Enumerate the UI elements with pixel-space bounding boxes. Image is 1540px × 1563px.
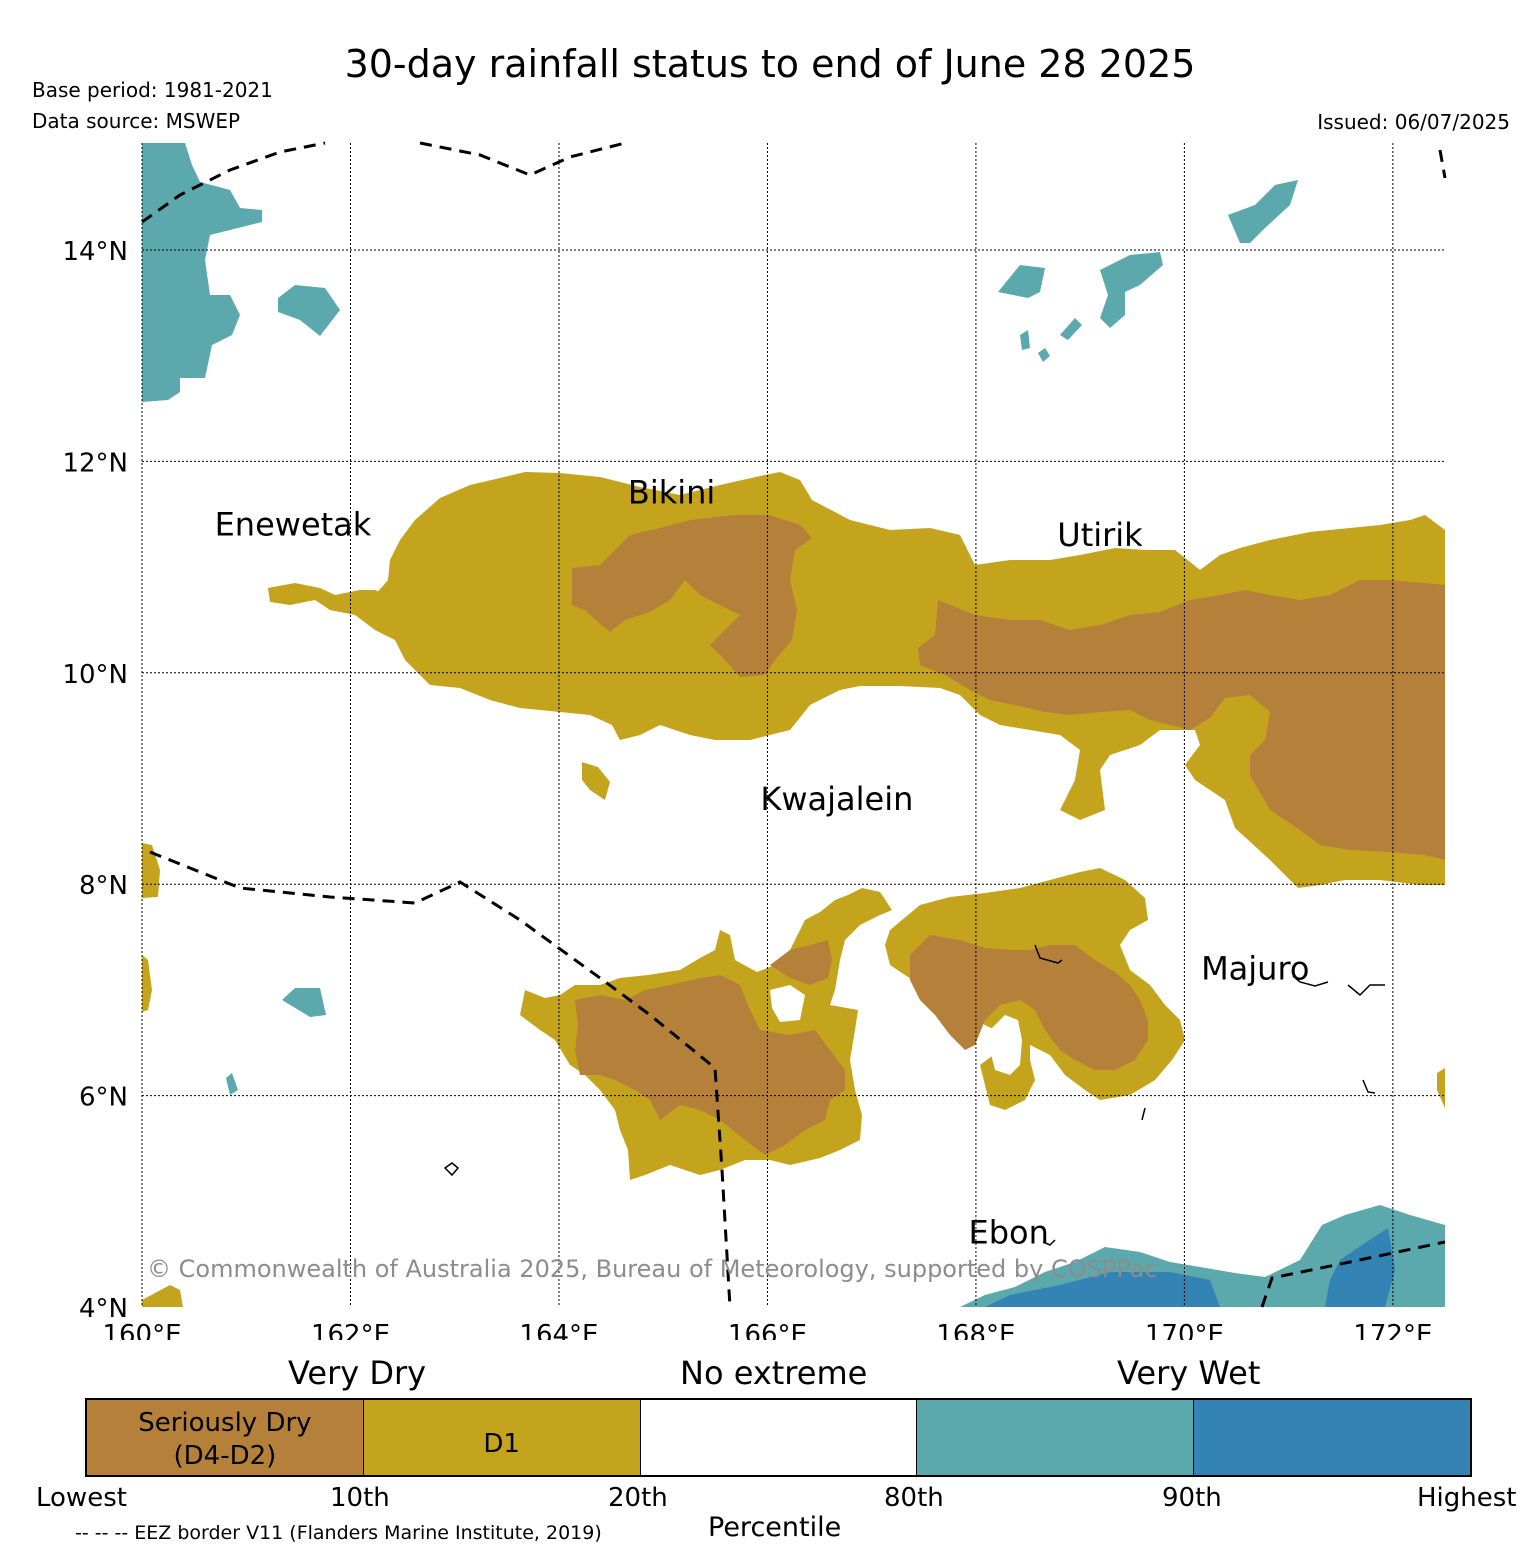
d1-patch (360, 590, 392, 617)
island-outlines (443, 944, 1385, 1246)
latitude-tick-label: 14°N (62, 237, 128, 267)
serious-dry-region-east (918, 580, 1445, 860)
d1-region-north (268, 472, 1445, 888)
wet-patch (998, 265, 1045, 298)
longitude-tick-label: 160°E (102, 1320, 181, 1340)
d1-patch (1437, 1068, 1445, 1108)
serious-dry-region-south-west (575, 975, 845, 1155)
legend-category-very-wet: Very Wet (1117, 1354, 1261, 1392)
map-title: 30-day rainfall status to end of June 28… (344, 42, 1196, 86)
legend-tick-90th: 90th (1162, 1483, 1222, 1513)
island-outline (1292, 975, 1329, 987)
latitude-tick-label: 12°N (62, 448, 128, 478)
legend-tick-lowest: Lowest (36, 1483, 127, 1513)
percentile-regions (142, 143, 1445, 1307)
place-label-enewetak: Enewetak (215, 505, 372, 543)
serious-dry-region-south-center (770, 940, 832, 985)
base-period-label: Base period: 1981-2021 (32, 78, 273, 102)
no-extreme-hole (990, 1015, 1022, 1075)
latitude-tick-label: 8°N (79, 871, 128, 901)
legend-segment-label: (D4-D2) (173, 1441, 277, 1471)
map-gridlines (141, 143, 1445, 1307)
latitude-tick-label: 6°N (79, 1083, 128, 1113)
serious-dry-region-north (572, 515, 812, 677)
d1-patch (582, 762, 610, 800)
island-outline (1362, 1079, 1376, 1094)
rainfall-map: 160°E 162°E 164°E 166°E 168°E 170°E 172°E 4°N 6… (62, 141, 1447, 1340)
legend-tick-10th: 10th (330, 1483, 390, 1513)
data-source-label: Data source: MSWEP (32, 109, 241, 133)
place-labels: Enewetak Bikini Utirik Kwajalein Majuro Ebon (215, 474, 1310, 1252)
longitude-tick-label: 170°E (1145, 1320, 1224, 1340)
latitude-tick-label: 4°N (79, 1294, 128, 1324)
longitude-tick-label: 164°E (519, 1320, 598, 1340)
wet-patch (1060, 318, 1082, 340)
wet-patch (1228, 180, 1298, 243)
serious-dry-region-south-east (910, 935, 1148, 1070)
legend-category-no-extreme: No extreme (680, 1354, 868, 1392)
legend-segment-no-extreme (639, 1400, 917, 1475)
island-outline (1042, 1239, 1056, 1246)
wet-patch (1038, 348, 1050, 362)
wet-patch (282, 988, 326, 1017)
legend-tick-20th: 20th (608, 1483, 668, 1513)
latitude-tick-label: 10°N (62, 660, 128, 690)
island-outline (1141, 1107, 1146, 1121)
wet-patch (278, 285, 340, 336)
wet-region-northwest (142, 143, 262, 402)
eez-border-northeast (1438, 149, 1447, 179)
wet-patch (1020, 330, 1030, 350)
legend-segment-label: D1 (483, 1429, 520, 1459)
legend-segment-wet-90-plus (1193, 1400, 1470, 1475)
issued-date-label: Issued: 06/07/2025 (1317, 110, 1510, 134)
latitude-tick-labels: 4°N 6°N 8°N 10°N 12°N 14°N (62, 237, 128, 1324)
eez-border-southeast (1260, 1240, 1446, 1308)
legend-tick-highest: Highest (1417, 1483, 1517, 1513)
eez-border-lines (141, 141, 1447, 1308)
longitude-tick-label: 168°E (936, 1320, 1015, 1340)
legend-segment-d1: D1 (362, 1400, 640, 1475)
legend-category-very-dry: Very Dry (288, 1354, 427, 1392)
wet-patch (1100, 252, 1163, 328)
legend-segment-seriously-dry: Seriously Dry (D4-D2) (87, 1400, 363, 1475)
place-label-utirik: Utirik (1057, 516, 1143, 554)
longitude-tick-label: 172°E (1353, 1320, 1432, 1340)
place-label-kwajalein: Kwajalein (760, 780, 913, 818)
legend-colorbar: Seriously Dry (D4-D2) D1 (85, 1398, 1472, 1477)
island-outline (1034, 944, 1063, 964)
legend-tick-80th: 80th (884, 1483, 944, 1513)
longitude-tick-label: 162°E (311, 1320, 390, 1340)
d1-patch (142, 1285, 183, 1307)
very-wet-region-southeast (985, 1272, 1220, 1307)
very-wet-region-southeast (1325, 1228, 1395, 1307)
place-label-majuro: Majuro (1201, 949, 1309, 987)
eez-border-north (419, 141, 626, 177)
no-extreme-hole (770, 985, 805, 1022)
colorbar-axis-label: Percentile (708, 1512, 842, 1543)
longitude-tick-labels: 160°E 162°E 164°E 166°E 168°E 170°E 172°E (102, 1320, 1432, 1340)
island-outline (443, 1162, 460, 1177)
place-label-ebon: Ebon (968, 1214, 1048, 1252)
eez-border-note: -- -- -- EEZ border V11 (Flanders Marine… (75, 1522, 602, 1544)
legend-segment-label: Seriously Dry (138, 1408, 312, 1438)
place-label-bikini: Bikini (628, 474, 715, 512)
eez-border-north (141, 141, 326, 224)
legend-segment-wet-80-90 (916, 1400, 1194, 1475)
longitude-tick-label: 166°E (728, 1320, 807, 1340)
wet-patch (226, 1073, 238, 1095)
d1-patch (142, 955, 152, 1012)
copyright-notice: © Commonwealth of Australia 2025, Bureau… (147, 1255, 1158, 1283)
island-outline (1347, 984, 1385, 997)
